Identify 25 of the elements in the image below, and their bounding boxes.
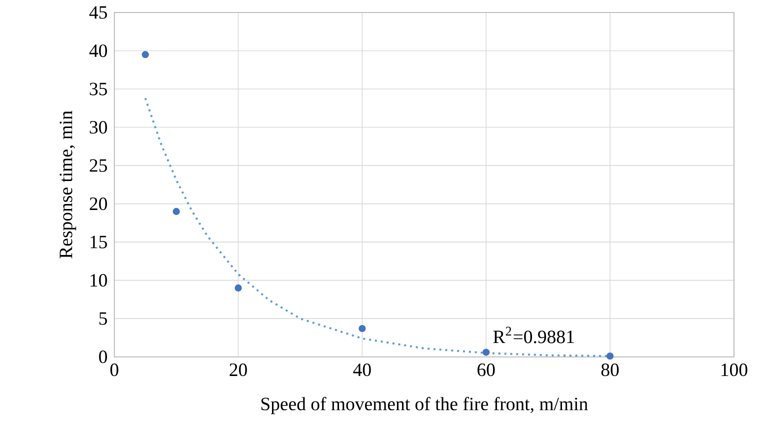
point	[234, 284, 242, 292]
y-tick-label: 20	[90, 197, 108, 210]
y-tick-label: 40	[89, 44, 108, 58]
y-tick-label: 35	[90, 82, 107, 96]
x-tick-label: 60	[478, 363, 495, 376]
y-tick-label: 15	[90, 236, 107, 248]
point	[482, 348, 490, 356]
x-axis-title: Speed of movement of the fire front, m/min	[261, 396, 588, 414]
x-tick-label: 100	[722, 363, 748, 376]
point	[172, 208, 180, 216]
y-tick-label: 0	[99, 350, 108, 364]
y-tick-label: 25	[90, 159, 107, 172]
point	[358, 324, 366, 332]
y-axis-title: Response time, min	[60, 110, 76, 258]
x-tick-label: 20	[230, 363, 247, 376]
x-tick-label: 80	[601, 363, 619, 376]
x-tick-label: 40	[353, 363, 371, 376]
point	[606, 352, 614, 360]
point	[142, 51, 149, 58]
x-tick-label: 0	[110, 363, 118, 376]
y-tick-label: 45	[89, 6, 107, 19]
y-tick-label: 30	[90, 120, 108, 134]
y-tick-label: 10	[90, 274, 108, 287]
y-tick-label: 5	[99, 312, 107, 325]
annotation: R$^{2}$=0.9881	[493, 326, 574, 344]
